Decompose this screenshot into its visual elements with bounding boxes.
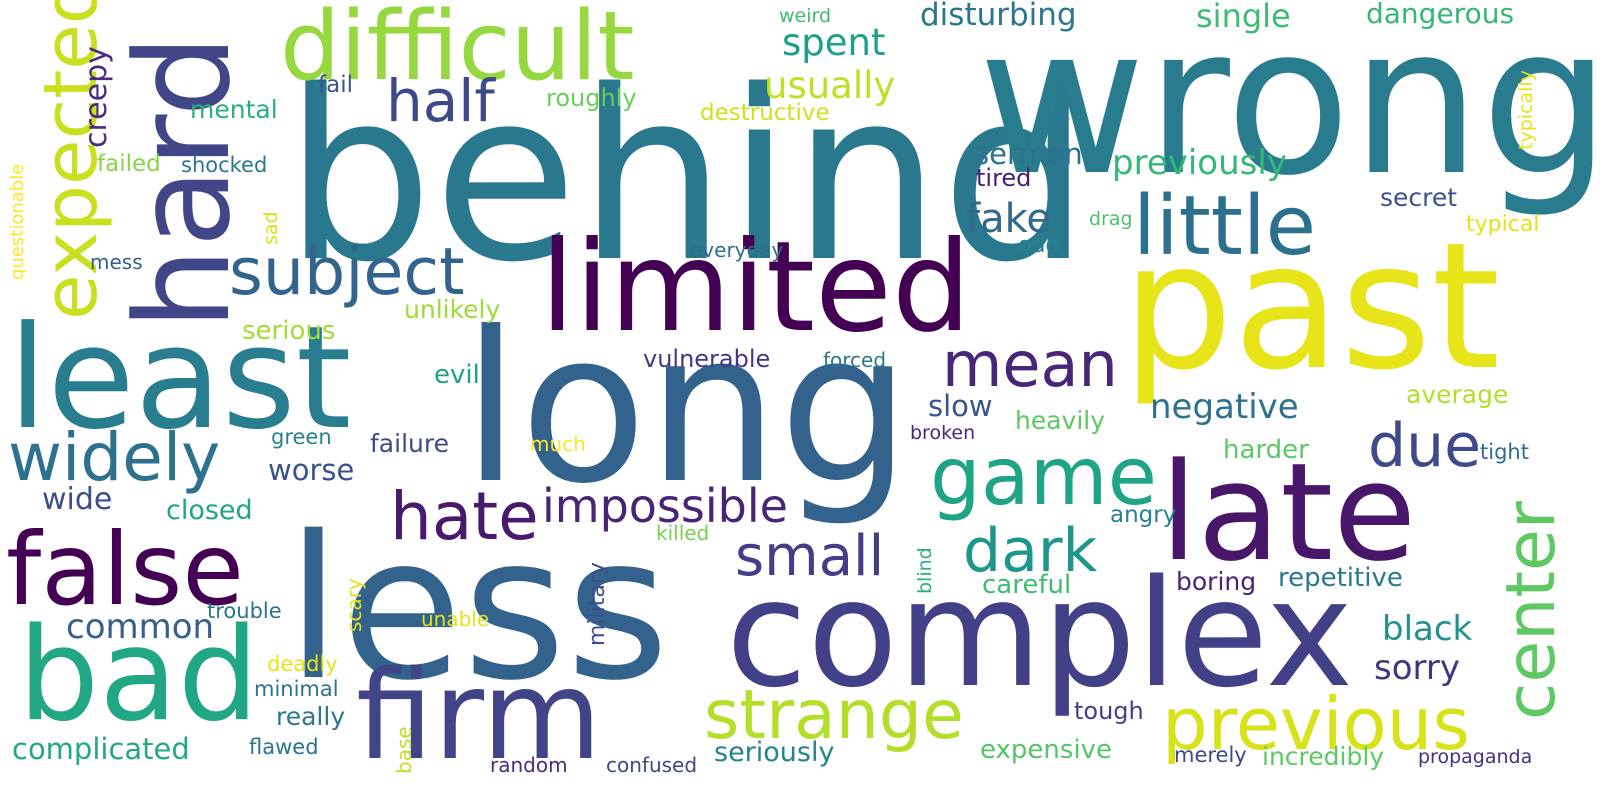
word-center: center	[1492, 501, 1571, 720]
word-usually: usually	[764, 64, 896, 107]
word-merely: merely	[1174, 743, 1247, 767]
word-incredibly: incredibly	[1262, 742, 1385, 771]
word-trouble: trouble	[207, 599, 282, 623]
word-questionable: questionable	[7, 163, 28, 280]
word-heavily: heavily	[1015, 406, 1106, 435]
word-much: much	[530, 432, 586, 456]
word-seriously: seriously	[714, 737, 835, 768]
word-destructive: destructive	[700, 100, 830, 126]
word-previously: previously	[1112, 143, 1287, 183]
word-little: little	[1133, 179, 1317, 274]
word-unlikely: unlikely	[404, 295, 501, 324]
word-really: really	[276, 702, 346, 731]
word-sad: sad	[260, 211, 282, 245]
word-unable: unable	[421, 607, 490, 631]
word-behind: behind	[284, 41, 1091, 314]
word-closed: closed	[166, 495, 253, 526]
word-green: green	[271, 425, 332, 449]
word-killed: killed	[656, 521, 710, 545]
word-roughly: roughly	[546, 84, 637, 112]
word-less: less	[286, 493, 670, 724]
word-black: black	[1382, 609, 1473, 649]
word-angry: angry	[1110, 502, 1177, 528]
word-evil: evil	[434, 360, 480, 390]
word-forced: forced	[823, 348, 887, 372]
word-blind: blind	[914, 547, 936, 594]
word-hate: hate	[390, 478, 539, 555]
word-scary: scary	[342, 578, 366, 632]
word-firm: firm	[356, 645, 602, 788]
word-disturbing: disturbing	[920, 0, 1077, 33]
word-careful: careful	[982, 570, 1072, 600]
word-difficult: difficult	[280, 0, 635, 102]
word-limited: limited	[540, 215, 972, 360]
word-expensive: expensive	[980, 735, 1113, 765]
word-tight: tight	[1480, 440, 1529, 464]
word-harder: harder	[1223, 435, 1309, 465]
word-military: military	[585, 562, 610, 646]
word-widely: widely	[8, 419, 221, 496]
word-propaganda: propaganda	[1418, 746, 1533, 768]
word-false: false	[6, 511, 244, 628]
word-half: half	[386, 67, 495, 135]
word-sermon: sermon	[974, 137, 1083, 171]
word-fail: fail	[318, 72, 353, 98]
word-long: long	[462, 288, 911, 530]
word-least: least	[8, 296, 352, 461]
word-vulnerable: vulnerable	[643, 345, 771, 373]
word-bad: bad	[18, 601, 259, 750]
word-previous: previous	[1162, 682, 1470, 766]
word-base: base	[392, 726, 416, 774]
word-mess: mess	[90, 250, 143, 274]
word-boring: boring	[1176, 567, 1257, 596]
word-late: late	[1160, 434, 1417, 591]
word-confused: confused	[606, 753, 698, 777]
word-failed: failed	[97, 151, 161, 177]
word-due: due	[1368, 411, 1482, 481]
word-everyday: everyday	[690, 238, 784, 262]
word-wrong: wrong	[978, 0, 1600, 221]
word-strange: strange	[704, 676, 964, 755]
word-average: average	[1406, 380, 1509, 409]
word-flawed: flawed	[249, 735, 319, 759]
word-failure: failure	[370, 429, 449, 458]
word-complex: complex	[726, 548, 1354, 720]
word-mean: mean	[942, 328, 1118, 401]
word-worse: worse	[268, 453, 355, 487]
word-deadly: deadly	[267, 652, 338, 676]
word-tired: tired	[976, 164, 1032, 192]
word-small: small	[735, 524, 885, 589]
word-dangerous: dangerous	[1366, 0, 1515, 30]
word-fake: fake	[966, 196, 1051, 242]
word-broken: broken	[910, 422, 976, 444]
word-repetitive: repetitive	[1278, 563, 1403, 593]
word-tough: tough	[1074, 697, 1144, 725]
word-sorry: sorry	[1374, 648, 1460, 688]
word-creepy: creepy	[79, 46, 114, 148]
word-typical: typical	[1466, 212, 1540, 237]
word-common: common	[66, 607, 215, 647]
word-negative: negative	[1150, 387, 1299, 427]
word-drag: drag	[1089, 208, 1133, 230]
word-game: game	[930, 430, 1157, 523]
word-odd: odd	[1018, 233, 1060, 258]
word-complicated: complicated	[12, 732, 190, 766]
word-dark: dark	[963, 516, 1098, 586]
word-spent: spent	[782, 21, 886, 64]
word-wide: wide	[42, 482, 113, 517]
word-past: past	[1122, 206, 1501, 409]
word-minimal: minimal	[254, 677, 339, 701]
word-secret: secret	[1380, 183, 1458, 212]
word-single: single	[1196, 0, 1291, 35]
word-shocked: shocked	[181, 153, 268, 177]
word-impossible: impossible	[542, 479, 788, 533]
word-typically: typically	[1515, 70, 1537, 150]
word-mental: mental	[190, 95, 278, 124]
word-serious: serious	[242, 316, 336, 346]
word-random: random	[490, 753, 568, 777]
word-weird: weird	[779, 5, 832, 27]
word-slow: slow	[928, 389, 993, 423]
word-subject: subject	[229, 235, 465, 310]
